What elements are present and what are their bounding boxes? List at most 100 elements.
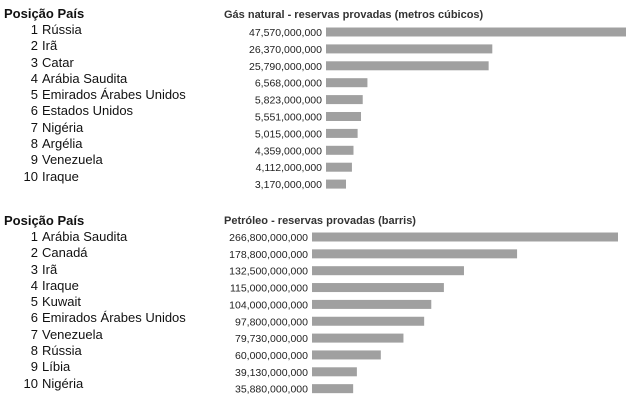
- bar: [312, 350, 381, 360]
- rank-number: 7: [30, 119, 38, 135]
- oil-chart-title: Petróleo - reservas provadas (barris): [224, 215, 416, 227]
- rank-row: 5 Emirados Árabes Unidos: [4, 87, 219, 103]
- rank-number: 5: [30, 87, 38, 103]
- value-label: 115,000,000,000: [230, 283, 308, 295]
- value-label: 47,570,000,000: [249, 27, 322, 39]
- value-label: 5,823,000,000: [255, 95, 322, 107]
- bar: [326, 78, 368, 88]
- gas-rank-list: Posição País 1 Rússia 2 Irã 3 Catar 4 Arábia Sa…: [4, 5, 219, 185]
- value-label: 26,370,000,000: [249, 44, 322, 56]
- country-name: Rússia: [42, 343, 82, 359]
- country-name: Arábia Saudita: [42, 229, 128, 244]
- rank-number: 6: [30, 103, 38, 119]
- rank-number: 4: [30, 70, 38, 86]
- country-name: Emirados Árabes Unidos: [42, 87, 186, 103]
- bar: [312, 249, 518, 259]
- country-name: Irã: [42, 261, 58, 277]
- country-name: Rússia: [42, 22, 82, 37]
- country-name: Iraque: [42, 168, 79, 184]
- country-name: Arábia Saudita: [42, 70, 128, 86]
- bar: [326, 162, 352, 172]
- bar: [312, 367, 357, 377]
- rank-number: 2: [30, 245, 38, 261]
- country-name: Argélia: [42, 136, 83, 152]
- bar: [312, 266, 464, 276]
- oil-rank-header: Posição País: [4, 213, 85, 228]
- bar: [312, 333, 404, 343]
- country-name: Irã: [42, 38, 58, 54]
- value-label: 3,170,000,000: [255, 179, 322, 191]
- rank-number: 9: [30, 359, 38, 375]
- gas-chart-title: Gás natural - reservas provadas (metros …: [224, 9, 484, 21]
- gas-rank-header: Posição País: [4, 6, 85, 21]
- bar: [326, 145, 354, 155]
- value-label: 79,730,000,000: [235, 333, 308, 345]
- rank-number: 3: [30, 54, 38, 70]
- bar: [326, 27, 626, 37]
- rank-number: 6: [30, 310, 38, 326]
- rank-row: 9 Venezuela: [4, 152, 219, 168]
- country-name: Catar: [42, 54, 74, 70]
- rank-row: 7 Nigéria: [4, 120, 219, 136]
- bar: [326, 95, 363, 105]
- gas-reserves-chart: 47,570,000,000 26,370,000,000 25,790,000,0…: [249, 27, 626, 191]
- value-label: 97,800,000,000: [235, 316, 308, 328]
- value-label: 132,500,000,000: [229, 266, 308, 278]
- value-label: 39,130,000,000: [235, 367, 308, 379]
- rank-number: 1: [30, 229, 38, 244]
- value-label: 5,551,000,000: [255, 112, 322, 124]
- country-name: Iraque: [42, 277, 79, 293]
- bar: [312, 283, 444, 293]
- value-label: 266,800,000,000: [229, 232, 308, 244]
- rank-row: 2 Irã: [4, 38, 219, 54]
- value-label: 6,568,000,000: [255, 78, 322, 90]
- value-label: 4,359,000,000: [255, 145, 322, 157]
- country-name: Kuwait: [42, 294, 82, 310]
- rank-row: 1 Arábia Saudita: [4, 229, 219, 245]
- rank-row: 7 Venezuela: [4, 327, 219, 343]
- bar: [312, 316, 425, 326]
- rank-number: 10: [23, 168, 38, 184]
- rank-number: 4: [30, 277, 38, 293]
- rank-row: 10 Iraque: [4, 169, 219, 185]
- rank-row: 4 Iraque: [4, 278, 219, 294]
- bar: [326, 61, 489, 71]
- bar: [326, 179, 346, 189]
- rank-row: 9 Líbia: [4, 359, 219, 375]
- oil-reserves-chart: 266,800,000,000 178,800,000,000 132,500,00…: [229, 232, 618, 396]
- country-name: Canadá: [42, 245, 88, 261]
- rank-row: 4 Arábia Saudita: [4, 71, 219, 87]
- country-name: Estados Unidos: [42, 103, 134, 119]
- bar: [326, 128, 358, 138]
- rank-row: 10 Nigéria: [4, 376, 219, 392]
- country-name: Venezuela: [42, 152, 103, 168]
- value-label: 35,880,000,000: [235, 384, 308, 396]
- country-name: Emirados Árabes Unidos: [42, 310, 186, 326]
- rank-row: 1 Rússia: [4, 22, 219, 38]
- value-label: 178,800,000,000: [229, 249, 308, 261]
- bar: [312, 384, 354, 394]
- rank-row: 8 Argélia: [4, 136, 219, 152]
- rank-row: 3 Catar: [4, 55, 219, 71]
- bar: [326, 112, 362, 121]
- rank-number: 3: [30, 261, 38, 277]
- rank-number: 8: [30, 136, 38, 152]
- country-name: Líbia: [42, 359, 71, 375]
- value-label: 25,790,000,000: [249, 61, 322, 73]
- bar: [326, 44, 493, 54]
- rank-row: 6 Estados Unidos: [4, 103, 219, 119]
- rank-number: 10: [23, 375, 38, 391]
- rank-number: 1: [30, 22, 38, 37]
- rank-row: 5 Kuwait: [4, 294, 219, 310]
- rank-number: 9: [30, 152, 38, 168]
- value-label: 104,000,000,000: [229, 299, 308, 311]
- bar: [312, 299, 432, 309]
- country-name: Venezuela: [42, 326, 103, 342]
- rank-row: 3 Irã: [4, 262, 219, 278]
- rank-number: 2: [30, 38, 38, 54]
- rank-number: 7: [30, 326, 38, 342]
- country-name: Nigéria: [42, 375, 84, 391]
- oil-rank-list: Posição País 1 Arábia Saudita 2 Canadá 3 Irã 4…: [4, 212, 219, 392]
- bar: [312, 232, 618, 242]
- country-name: Nigéria: [42, 119, 84, 135]
